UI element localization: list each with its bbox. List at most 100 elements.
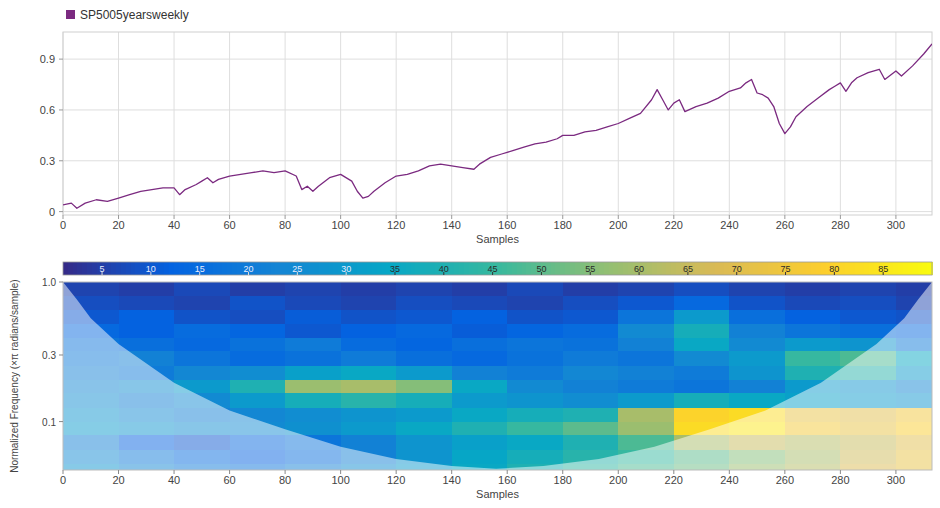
colorbar-swatch xyxy=(502,262,507,275)
heat-cell xyxy=(507,422,563,436)
colorbar-swatch xyxy=(82,262,87,275)
heat-cell xyxy=(729,310,785,325)
colorbar-swatch xyxy=(647,262,652,275)
heat-cell xyxy=(618,338,674,352)
heat-cell xyxy=(396,351,452,366)
colorbar-tick-label: 45 xyxy=(488,264,498,274)
heat-cell xyxy=(396,380,452,394)
heat-cell xyxy=(507,450,563,465)
heat-cell xyxy=(452,282,508,296)
x-tick-label: 220 xyxy=(665,474,683,486)
x-tick-label: 300 xyxy=(887,474,905,486)
colorbar-swatch xyxy=(271,262,276,275)
x-tick-label: 120 xyxy=(387,219,405,231)
colorbar-swatch xyxy=(671,262,676,275)
colorbar-swatch xyxy=(169,262,174,275)
grid-line-y xyxy=(63,211,932,212)
colorbar-swatch xyxy=(121,262,126,275)
colorbar-swatch xyxy=(189,262,194,275)
heat-cell xyxy=(452,366,508,380)
colorbar-swatch xyxy=(430,262,435,275)
heat-cell xyxy=(285,366,341,380)
colorbar-swatch xyxy=(517,262,522,275)
colorbar-swatch xyxy=(662,262,667,275)
colorbar-swatch xyxy=(898,262,903,275)
colorbar-swatch xyxy=(821,262,826,275)
heat-cell xyxy=(396,282,452,296)
heat-cell xyxy=(341,366,397,380)
colorbar-swatch xyxy=(415,262,420,275)
heat-cell xyxy=(396,324,452,338)
heat-cell xyxy=(507,351,563,366)
y-tick-label: 0 xyxy=(49,206,55,218)
colorbar: 510152025303540455055606570758085 xyxy=(63,262,933,275)
heat-cell xyxy=(119,338,175,352)
y-tick xyxy=(59,59,63,60)
x-tick-label: 120 xyxy=(387,474,405,486)
heat-cell xyxy=(785,351,841,366)
heat-cell xyxy=(285,408,341,422)
colorbar-swatch xyxy=(324,262,329,275)
heat-cell xyxy=(452,351,508,366)
colorbar-swatch xyxy=(382,262,387,275)
x-tick-label: 0 xyxy=(60,219,66,231)
heat-cell xyxy=(674,380,730,394)
colorbar-tick-label: 75 xyxy=(781,264,791,274)
heat-cell xyxy=(119,310,175,325)
heat-cell xyxy=(396,422,452,436)
colorbar-swatch xyxy=(604,262,609,275)
colorbar-swatch xyxy=(275,262,280,275)
colorbar-swatch xyxy=(560,262,565,275)
colorbar-swatch xyxy=(724,262,729,275)
x-tick-label: 60 xyxy=(223,219,235,231)
colorbar-swatch xyxy=(806,262,811,275)
heat-cell xyxy=(563,282,619,296)
colorbar-swatch xyxy=(454,262,459,275)
colorbar-swatch xyxy=(478,262,483,275)
heat-cell xyxy=(618,380,674,394)
colorbar-swatch xyxy=(908,262,913,275)
colorbar-swatch xyxy=(864,262,869,275)
heat-cell xyxy=(396,366,452,380)
colorbar-swatch xyxy=(618,262,623,275)
heat-cell xyxy=(507,338,563,352)
colorbar-swatch xyxy=(285,262,290,275)
colorbar-swatch xyxy=(526,262,531,275)
colorbar-swatch xyxy=(68,262,73,275)
heat-cell xyxy=(230,393,286,408)
colorbar-swatch xyxy=(213,262,218,275)
heat-cell xyxy=(452,435,508,450)
colorbar-swatch xyxy=(164,262,169,275)
colorbar-swatch xyxy=(802,262,807,275)
x-tick-label: 140 xyxy=(443,219,461,231)
colorbar-swatch xyxy=(565,262,570,275)
colorbar-swatch xyxy=(261,262,266,275)
colorbar-swatch xyxy=(174,262,179,275)
x-tick-label: 260 xyxy=(776,219,794,231)
heat-cell xyxy=(507,393,563,408)
colorbar-swatch xyxy=(116,262,121,275)
heat-cell xyxy=(341,380,397,394)
plot-data xyxy=(63,44,932,208)
heat-cell xyxy=(840,282,896,296)
heat-cell xyxy=(618,282,674,296)
x-tick-label: 20 xyxy=(112,219,124,231)
colorbar-swatch xyxy=(63,262,68,275)
heat-cell xyxy=(341,296,397,311)
heat-cell xyxy=(119,282,175,296)
page: {"chart_data": [ {"type": "line", "x_lab… xyxy=(0,0,940,508)
heat-cell xyxy=(507,435,563,450)
colorbar-tick-label: 25 xyxy=(292,264,302,274)
x-tick-label: 200 xyxy=(609,219,627,231)
grid-line-y xyxy=(63,160,932,161)
colorbar-swatch xyxy=(773,262,778,275)
x-tick-label: 180 xyxy=(554,219,572,231)
heat-cell xyxy=(285,296,341,311)
colorbar-swatch xyxy=(889,262,894,275)
heat-cell xyxy=(507,282,563,296)
heat-cell xyxy=(452,450,508,465)
legend: SP5005yearsweekly xyxy=(66,8,189,22)
plot-frame xyxy=(63,282,932,470)
colorbar-swatch xyxy=(106,262,111,275)
colorbar-swatch xyxy=(406,262,411,275)
